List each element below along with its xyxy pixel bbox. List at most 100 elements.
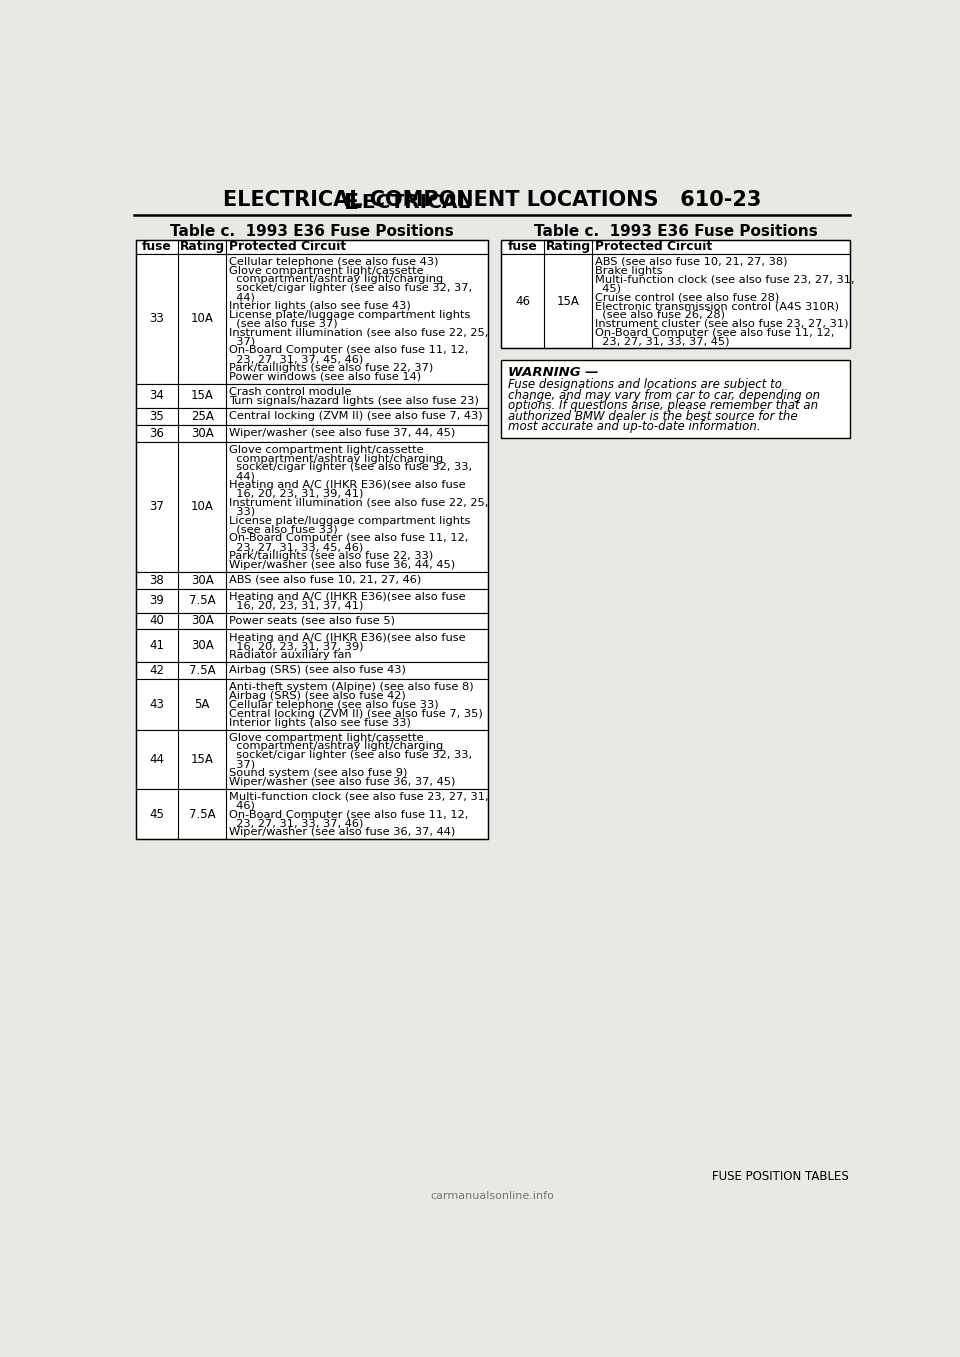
Text: 7.5A: 7.5A [189,807,215,821]
Text: 7.5A: 7.5A [189,594,215,607]
Text: Wiper/washer (see also fuse 37, 44, 45): Wiper/washer (see also fuse 37, 44, 45) [229,427,456,438]
Text: 44): 44) [229,471,255,482]
Bar [135,662,488,678]
Text: 42: 42 [150,664,164,677]
Text: ABS (see also fuse 10, 21, 27, 38): ABS (see also fuse 10, 21, 27, 38) [595,256,787,267]
Bar [135,240,488,254]
Bar [135,612,488,630]
Text: Interior lights (also see fuse 33): Interior lights (also see fuse 33) [229,718,411,727]
Text: Park/taillights (see also fuse 22, 37): Park/taillights (see also fuse 22, 37) [229,364,434,373]
Bar [135,571,488,589]
Bar [135,589,488,612]
Text: 43: 43 [150,697,164,711]
Text: On-Board Computer (see also fuse 11, 12,: On-Board Computer (see also fuse 11, 12, [229,810,468,820]
Text: socket/cigar lighter (see also fuse 32, 33,: socket/cigar lighter (see also fuse 32, … [229,463,472,472]
Text: Anti-theft system (Alpine) (see also fuse 8): Anti-theft system (Alpine) (see also fus… [229,683,474,692]
Text: 10A: 10A [191,312,213,326]
Text: Fuse designations and locations are subject to: Fuse designations and locations are subj… [508,379,781,391]
Text: Table c.  1993 E36 Fuse Positions: Table c. 1993 E36 Fuse Positions [534,224,818,239]
Bar [135,678,488,730]
Text: Wiper/washer (see also fuse 36, 44, 45): Wiper/washer (see also fuse 36, 44, 45) [229,560,455,570]
Text: Power windows (see also fuse 14): Power windows (see also fuse 14) [229,372,421,381]
Text: compartment/ashtray light/charging: compartment/ashtray light/charging [229,274,444,285]
Text: 16, 20, 23, 31, 37, 39): 16, 20, 23, 31, 37, 39) [229,642,364,651]
Text: Cellular telephone (see also fuse 43): Cellular telephone (see also fuse 43) [229,256,439,267]
Text: 15A: 15A [191,389,213,402]
Text: 46): 46) [229,801,255,810]
Text: ABS (see also fuse 10, 21, 27, 46): ABS (see also fuse 10, 21, 27, 46) [229,575,421,585]
Text: E: E [344,193,359,213]
Text: 25A: 25A [191,410,213,422]
Text: carmanualsonline.info: carmanualsonline.info [430,1191,554,1201]
Text: Electronic transmission control (A4S 310R): Electronic transmission control (A4S 310… [595,301,839,311]
Text: Rating: Rating [545,240,590,254]
Text: License plate/luggage compartment lights: License plate/luggage compartment lights [229,309,470,320]
Text: 15A: 15A [557,294,580,308]
Text: authorized BMW dealer is the best source for the: authorized BMW dealer is the best source… [508,410,797,422]
Text: Table c.  1993 E36 Fuse Positions: Table c. 1993 E36 Fuse Positions [170,224,454,239]
Text: 16, 20, 23, 31, 39, 41): 16, 20, 23, 31, 39, 41) [229,489,364,499]
Text: 7.5A: 7.5A [189,664,215,677]
Text: Cruise control (see also fuse 28): Cruise control (see also fuse 28) [595,292,780,303]
Text: 10A: 10A [191,501,213,513]
Text: Heating and A/C (IHKR E36)(see also fuse: Heating and A/C (IHKR E36)(see also fuse [229,632,466,643]
Text: 38: 38 [150,574,164,586]
Text: On-Board Computer (see also fuse 11, 12,: On-Board Computer (see also fuse 11, 12, [229,345,468,356]
Bar [135,630,488,662]
Text: (see also fuse 33): (see also fuse 33) [229,524,338,535]
Bar [501,240,850,254]
Text: Central locking (ZVM II) (see also fuse 7, 43): Central locking (ZVM II) (see also fuse … [229,411,483,421]
Text: 44): 44) [229,292,255,303]
Text: change, and may vary from car to car, depending on: change, and may vary from car to car, de… [508,389,820,402]
Text: Multi-function clock (see also fuse 23, 27, 31,: Multi-function clock (see also fuse 23, … [595,274,854,285]
Text: Rating: Rating [180,240,225,254]
Text: 33): 33) [229,506,255,517]
Text: 23, 27, 31, 37, 45, 46): 23, 27, 31, 37, 45, 46) [229,354,364,364]
Text: Cellular telephone (see also fuse 33): Cellular telephone (see also fuse 33) [229,700,439,710]
Text: 15A: 15A [191,753,213,765]
Text: (see also fuse 37): (see also fuse 37) [229,319,338,328]
Text: compartment/ashtray light/charging: compartment/ashtray light/charging [229,741,444,752]
Text: Central locking (ZVM II) (see also fuse 7, 35): Central locking (ZVM II) (see also fuse … [229,708,483,719]
Text: WARNING —: WARNING — [508,366,598,379]
Bar [120,163,864,221]
Text: Interior lights (also see fuse 43): Interior lights (also see fuse 43) [229,301,411,311]
Bar [135,730,488,788]
Text: Sound system (see also fuse 9): Sound system (see also fuse 9) [229,768,408,778]
Text: Radiator auxiliary fan: Radiator auxiliary fan [229,650,352,661]
Text: Brake lights: Brake lights [595,266,662,275]
Text: 30A: 30A [191,574,213,586]
Text: 30A: 30A [191,639,213,653]
Text: Heating and A/C (IHKR E36)(see also fuse: Heating and A/C (IHKR E36)(see also fuse [229,592,466,601]
Text: socket/cigar lighter (see also fuse 32, 37,: socket/cigar lighter (see also fuse 32, … [229,284,472,293]
Text: Glove compartment light/cassette: Glove compartment light/cassette [229,733,424,742]
Text: 37): 37) [229,337,255,346]
Bar [135,384,488,407]
Text: 37: 37 [150,501,164,513]
Text: Airbag (SRS) (see also fuse 43): Airbag (SRS) (see also fuse 43) [229,665,406,676]
Text: socket/cigar lighter (see also fuse 32, 33,: socket/cigar lighter (see also fuse 32, … [229,750,472,760]
Text: Instrument illumination (see also fuse 22, 25,: Instrument illumination (see also fuse 2… [229,498,489,508]
Text: Protected Circuit: Protected Circuit [595,240,712,254]
Text: Instrument illumination (see also fuse 22, 25,: Instrument illumination (see also fuse 2… [229,327,489,338]
Bar [135,240,488,839]
Bar [501,240,850,349]
Text: 23, 27, 31, 33, 37, 46): 23, 27, 31, 33, 37, 46) [229,818,364,829]
Text: 41: 41 [150,639,164,653]
Bar [501,254,850,349]
Text: 46: 46 [516,294,530,308]
Text: On-Board Computer (see also fuse 11, 12,: On-Board Computer (see also fuse 11, 12, [229,533,468,543]
Text: 23, 27, 31, 33, 37, 45): 23, 27, 31, 33, 37, 45) [595,337,730,346]
Bar [135,441,488,571]
Text: Airbag (SRS) (see also fuse 42): Airbag (SRS) (see also fuse 42) [229,691,406,702]
Text: Power seats (see also fuse 5): Power seats (see also fuse 5) [229,616,396,626]
Text: 30A: 30A [191,615,213,627]
Text: Heating and A/C (IHKR E36)(see also fuse: Heating and A/C (IHKR E36)(see also fuse [229,480,466,490]
Text: 16, 20, 23, 31, 37, 41): 16, 20, 23, 31, 37, 41) [229,601,364,611]
Text: 35: 35 [150,410,164,422]
Text: fuse: fuse [142,240,172,254]
Text: Wiper/washer (see also fuse 36, 37, 44): Wiper/washer (see also fuse 36, 37, 44) [229,828,456,837]
Text: Park/taillights (see also fuse 22, 33): Park/taillights (see also fuse 22, 33) [229,551,434,560]
Text: 39: 39 [150,594,164,607]
Text: 5A: 5A [195,697,210,711]
